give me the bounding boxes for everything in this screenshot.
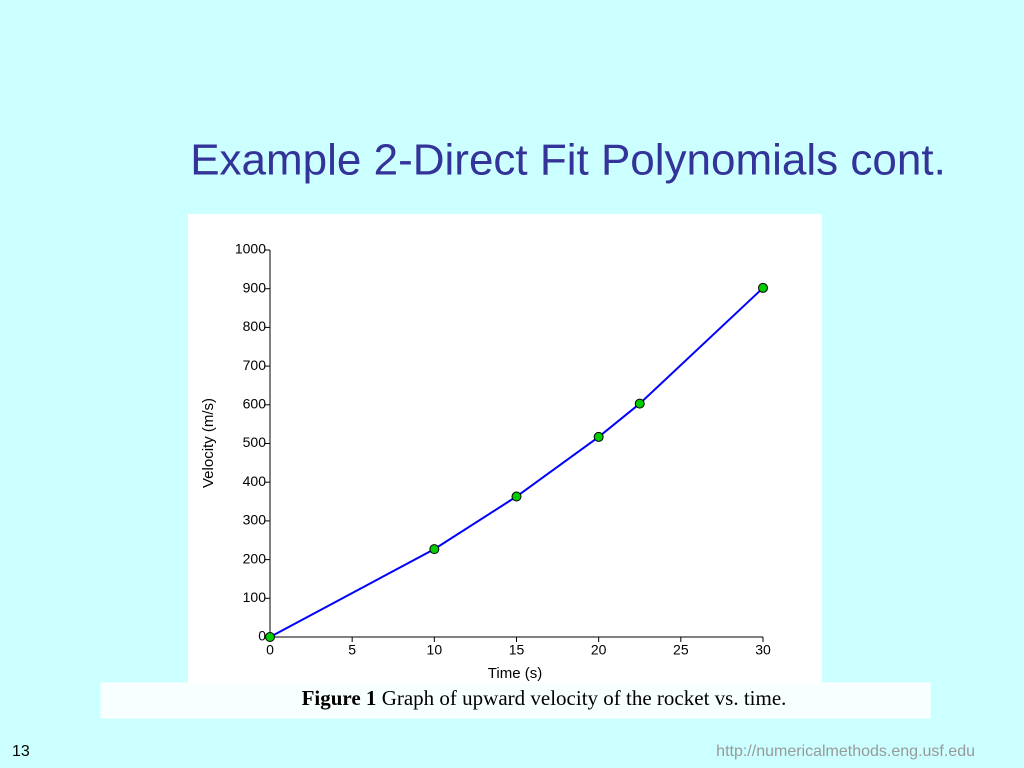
data-point	[511, 491, 522, 502]
y-tick-label: 200	[243, 550, 267, 566]
x-tick-label: 0	[266, 642, 274, 658]
data-point	[634, 398, 645, 409]
slide-title: Example 2-Direct Fit Polynomials cont.	[190, 136, 946, 185]
plot: 0 100 200 300 400 500 600 700 800 900 1000 0 5 10 15 20…	[235, 241, 771, 658]
data-point	[429, 544, 440, 555]
y-tick-label: 800	[243, 318, 267, 334]
data-point	[265, 632, 275, 642]
y-tick-label: 500	[243, 434, 267, 450]
chart-area	[188, 214, 822, 688]
y-tick-label: 300	[243, 512, 267, 528]
y-tick-label: 700	[243, 357, 267, 373]
data-point	[758, 282, 768, 293]
caption-label: Figure 1	[302, 686, 377, 710]
y-tick-label: 0	[258, 628, 266, 644]
y-tick-label: 1000	[235, 241, 266, 257]
y-tick-label: 600	[243, 396, 267, 412]
caption: Figure 1 Graph of upward velocity of the…	[302, 686, 787, 710]
y-tick-label: 400	[243, 473, 267, 489]
page-number: 13	[12, 743, 30, 760]
y-tick-label: 100	[243, 589, 267, 605]
x-tick-label: 15	[509, 642, 525, 658]
data-line	[269, 287, 764, 638]
x-tick-label: 30	[755, 642, 771, 658]
data-point	[593, 431, 604, 442]
x-tick-label: 10	[427, 642, 443, 658]
x-tick-label: 20	[591, 642, 607, 658]
x-axis-label: Time (s)	[488, 665, 542, 682]
x-tick-label: 5	[348, 642, 356, 658]
y-tick-label: 900	[243, 279, 267, 295]
y-axis-label: Velocity (m/s)	[200, 398, 217, 488]
footer-url: http://numericalmethods.eng.usf.edu	[716, 743, 975, 760]
x-tick-label: 25	[673, 642, 689, 658]
caption-box	[100, 682, 931, 719]
caption-text: Graph of upward velocity of the rocket v…	[382, 686, 787, 710]
